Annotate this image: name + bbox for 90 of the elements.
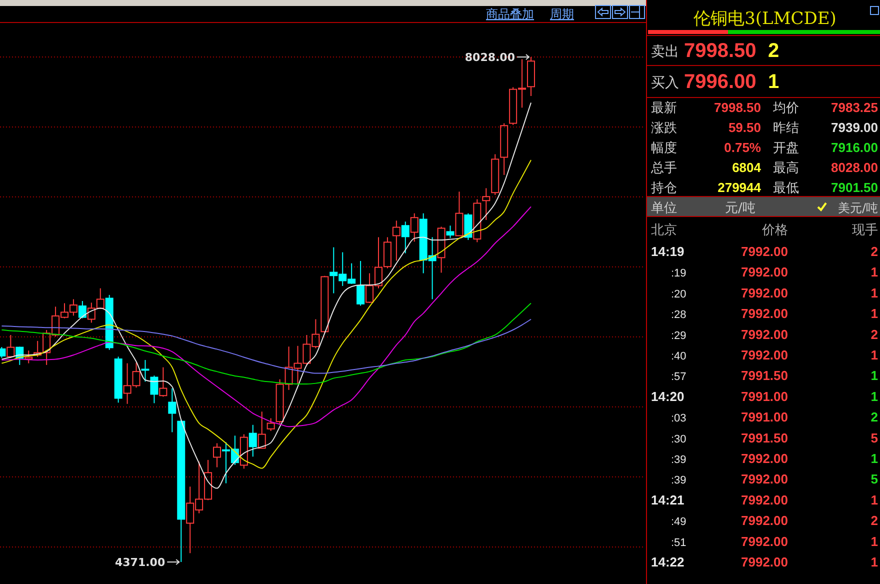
text: 1 xyxy=(870,285,878,300)
text: :28 xyxy=(671,309,686,322)
text: 卖出 xyxy=(651,44,679,60)
text: 伦铜电3(LMCDE) xyxy=(694,9,836,29)
text: 开盘 xyxy=(773,141,799,156)
text: 买入 xyxy=(651,75,679,91)
text: 最新 xyxy=(651,101,677,116)
text: :19 xyxy=(671,268,686,280)
text: :29 xyxy=(671,330,686,342)
text: 7916.00 xyxy=(831,140,878,155)
text: 7991.00 xyxy=(741,410,788,425)
text: 7992.00 xyxy=(741,306,788,322)
text: 7998.50 xyxy=(714,100,761,115)
text: 7991.00 xyxy=(741,388,788,404)
text: 7992.00 xyxy=(741,326,788,342)
text: 14:20 xyxy=(651,388,684,404)
candlestick xyxy=(168,388,176,433)
text: 幅度 xyxy=(651,140,677,156)
text: 7992.00 xyxy=(741,554,788,570)
text: 5 xyxy=(870,472,878,487)
text: 7992.00 xyxy=(741,472,788,487)
text: 商品叠加 xyxy=(486,7,534,21)
text: 7998.50 xyxy=(684,40,756,62)
text: :49 xyxy=(671,516,686,528)
text: 7992.00 xyxy=(741,285,788,300)
text: 7991.50 xyxy=(741,368,788,384)
text: 2 xyxy=(870,410,878,425)
candlestick xyxy=(248,424,257,458)
text: 现手 xyxy=(852,223,878,238)
text: 美元/吨 xyxy=(838,201,878,215)
text: 7939.00 xyxy=(831,120,878,135)
text: 1 xyxy=(870,264,878,280)
text: 1 xyxy=(870,451,878,466)
text: 59.50 xyxy=(728,120,761,135)
text: :39 xyxy=(671,474,686,487)
text: 1 xyxy=(870,368,878,384)
text: 8028.00 xyxy=(831,160,878,175)
annotation: 8028.00 xyxy=(464,51,516,64)
candlestick xyxy=(482,188,490,220)
text: :57 xyxy=(671,371,686,384)
text: 1 xyxy=(870,534,878,549)
text: 北京 xyxy=(651,223,677,238)
text: 周期 xyxy=(550,7,574,21)
text: 1 xyxy=(870,348,878,362)
candlestick xyxy=(392,220,400,262)
text: :30 xyxy=(671,433,686,446)
text: 7992.00 xyxy=(741,264,788,280)
text: :03 xyxy=(671,412,686,425)
text: 7992.00 xyxy=(741,451,788,466)
text: 昨结 xyxy=(773,121,799,136)
text: 7992.00 xyxy=(741,348,788,362)
text: 2 xyxy=(870,326,878,342)
text: 总手 xyxy=(650,161,677,176)
text: 6804 xyxy=(732,160,762,175)
text: 5 xyxy=(870,430,878,446)
text: :40 xyxy=(671,350,686,362)
text: 2 xyxy=(870,244,878,259)
text: 7992.00 xyxy=(741,492,788,508)
text: 1 xyxy=(870,492,878,508)
text: :20 xyxy=(671,288,686,300)
text: 持仓 xyxy=(651,181,677,196)
text: 单位 xyxy=(651,201,677,216)
text: 14:22 xyxy=(651,554,684,570)
text: 最低 xyxy=(773,181,799,196)
text: 279944 xyxy=(718,180,762,195)
text: 7992.00 xyxy=(741,244,788,259)
text: 1 xyxy=(870,554,878,570)
text: 1 xyxy=(870,388,878,404)
text: 7992.00 xyxy=(741,513,788,528)
text: 涨跌 xyxy=(651,121,677,136)
text: 1 xyxy=(870,306,878,322)
text: 14:21 xyxy=(651,492,684,508)
text: 价格 xyxy=(761,223,788,238)
text: 0.75% xyxy=(724,140,762,155)
text: 7991.50 xyxy=(741,430,788,446)
text: 14:19 xyxy=(651,244,684,259)
candlestick xyxy=(141,359,150,382)
text: 7996.00 xyxy=(684,71,756,93)
text: 1 xyxy=(768,71,780,93)
text: :51 xyxy=(671,536,686,549)
text: 元/吨 xyxy=(725,201,756,216)
text: 均价 xyxy=(772,101,799,116)
text: 7992.00 xyxy=(741,534,788,549)
text: 最高 xyxy=(773,160,799,176)
text: 2 xyxy=(768,40,780,62)
text: :39 xyxy=(671,454,686,466)
text: 7983.25 xyxy=(831,100,878,115)
text: 7901.50 xyxy=(831,180,878,195)
annotation: 4371.00 xyxy=(115,556,166,569)
text: 2 xyxy=(870,513,878,528)
